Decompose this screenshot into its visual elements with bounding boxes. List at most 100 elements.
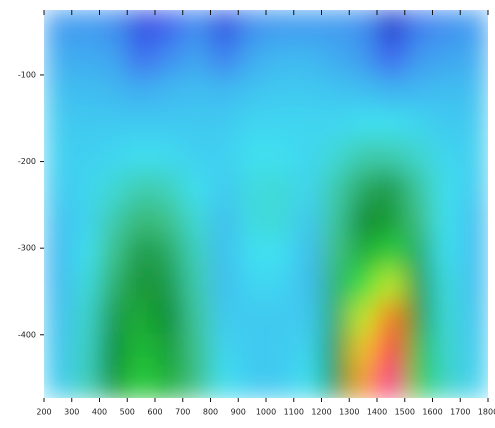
x-tick-label: 1600 <box>422 408 442 417</box>
heat-cell <box>266 301 294 334</box>
heat-cell <box>238 236 266 269</box>
heat-cell <box>127 172 155 205</box>
heat-cell <box>100 301 128 334</box>
heat-cell <box>294 172 322 205</box>
x-tick-label: 1100 <box>284 408 304 417</box>
heat-cell <box>377 236 405 269</box>
heat-cell <box>266 75 294 108</box>
heat-cell <box>294 333 322 366</box>
heat-cell <box>433 269 461 302</box>
heat-cell <box>183 204 211 237</box>
heat-cell <box>433 75 461 108</box>
heat-cell <box>183 75 211 108</box>
heat-cell <box>155 42 183 75</box>
heat-cell <box>155 75 183 108</box>
x-tick-label: 900 <box>231 408 246 417</box>
heat-cell <box>266 204 294 237</box>
heat-cell <box>266 42 294 75</box>
heat-cell <box>405 204 433 237</box>
heat-cell <box>322 42 350 75</box>
heat-cell <box>238 42 266 75</box>
heat-cell <box>322 301 350 334</box>
heat-cell <box>183 107 211 140</box>
heat-cell <box>72 42 100 75</box>
heat-cell <box>405 107 433 140</box>
heat-cell <box>127 10 155 43</box>
x-tick-label: 700 <box>175 408 190 417</box>
heat-cell <box>266 139 294 172</box>
heat-cell <box>460 204 488 237</box>
heat-cell <box>127 75 155 108</box>
heat-cell <box>211 75 239 108</box>
heat-cell <box>433 366 461 399</box>
heat-cell <box>294 269 322 302</box>
heat-cell <box>211 139 239 172</box>
heat-cell <box>44 301 72 334</box>
heat-cell <box>377 42 405 75</box>
heat-cell <box>322 172 350 205</box>
heat-cell <box>294 10 322 43</box>
x-tick-label: 1700 <box>450 408 470 417</box>
heat-cell <box>377 301 405 334</box>
heat-cell <box>238 75 266 108</box>
heat-cell <box>72 204 100 237</box>
heat-cell <box>183 172 211 205</box>
x-tick-label: 1500 <box>395 408 415 417</box>
y-tick-label: -300 <box>18 244 36 253</box>
heat-cell <box>322 366 350 399</box>
x-tick-label: 400 <box>92 408 107 417</box>
heat-cell <box>460 107 488 140</box>
heat-cell <box>349 333 377 366</box>
plot-area <box>44 10 489 399</box>
heat-cell <box>127 333 155 366</box>
x-tick-label: 300 <box>64 408 79 417</box>
x-tick-label: 200 <box>36 408 51 417</box>
heat-cell <box>349 236 377 269</box>
heat-cell <box>377 172 405 205</box>
heat-cell <box>127 236 155 269</box>
heat-cell <box>238 107 266 140</box>
heat-cell <box>433 139 461 172</box>
heat-cell <box>238 204 266 237</box>
heat-cell <box>211 107 239 140</box>
heat-cell <box>183 366 211 399</box>
heat-cell <box>433 107 461 140</box>
heat-cell <box>460 10 488 43</box>
x-tick-label: 600 <box>147 408 162 417</box>
heat-cell <box>294 366 322 399</box>
heat-cell <box>433 333 461 366</box>
heat-cell <box>127 139 155 172</box>
heat-cell <box>155 301 183 334</box>
heat-cell <box>460 42 488 75</box>
heat-cell <box>44 10 72 43</box>
heat-cell <box>322 333 350 366</box>
heat-cell <box>127 42 155 75</box>
heat-cell <box>460 269 488 302</box>
heat-cell <box>211 42 239 75</box>
heat-cell <box>405 172 433 205</box>
heat-cell <box>72 139 100 172</box>
heat-cell <box>238 301 266 334</box>
heat-cell <box>155 10 183 43</box>
heat-cell <box>266 10 294 43</box>
heat-cell <box>211 10 239 43</box>
heat-cell <box>377 269 405 302</box>
heat-cell <box>183 333 211 366</box>
heat-cell <box>266 269 294 302</box>
x-tick-label: 1400 <box>367 408 387 417</box>
heat-cell <box>405 10 433 43</box>
heat-cell <box>100 139 128 172</box>
heat-cell <box>433 42 461 75</box>
heat-cell <box>460 333 488 366</box>
heat-cell <box>211 172 239 205</box>
heat-cell <box>349 172 377 205</box>
heat-cell <box>433 301 461 334</box>
heat-cell <box>460 301 488 334</box>
heat-cell <box>44 236 72 269</box>
heat-cell <box>44 107 72 140</box>
x-tick-label: 800 <box>203 408 218 417</box>
heat-cell <box>349 75 377 108</box>
heat-cell <box>183 42 211 75</box>
heat-cell <box>377 366 405 399</box>
